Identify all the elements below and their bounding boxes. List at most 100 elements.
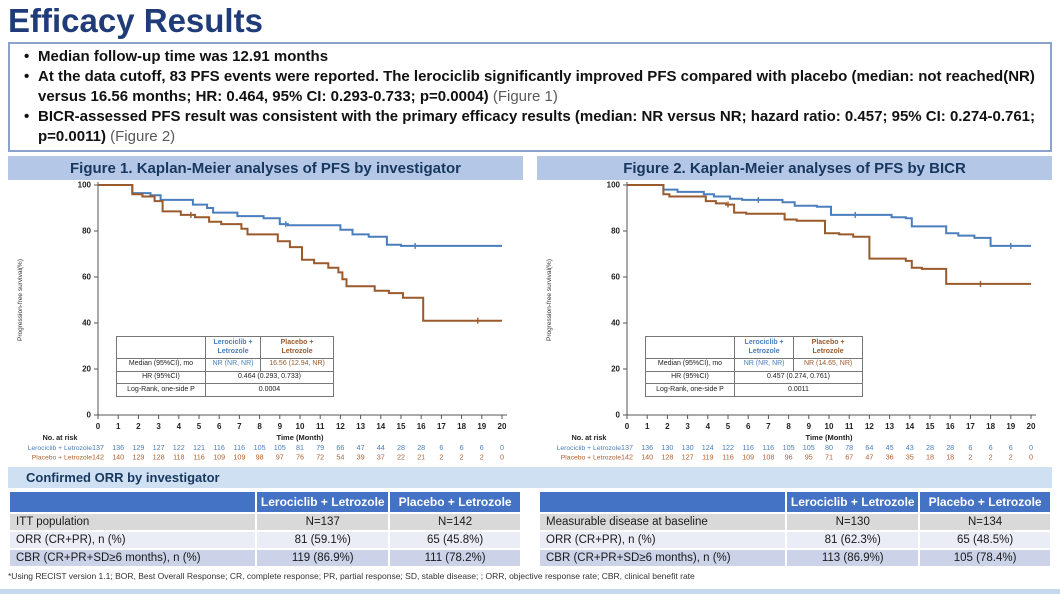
- inset-median-row: Median (95%CI), mo NR (NR, NR) 16.56 (12…: [116, 357, 334, 372]
- svg-text:127: 127: [682, 453, 694, 462]
- svg-text:109: 109: [742, 453, 754, 462]
- svg-text:6: 6: [1009, 443, 1013, 452]
- svg-text:28: 28: [417, 443, 425, 452]
- svg-text:76: 76: [296, 453, 304, 462]
- page-title: Efficacy Results: [8, 2, 263, 39]
- svg-text:47: 47: [357, 443, 365, 452]
- svg-text:6: 6: [460, 443, 464, 452]
- svg-text:No. at risk: No. at risk: [572, 433, 607, 442]
- svg-text:9: 9: [278, 422, 283, 431]
- svg-text:47: 47: [865, 453, 873, 462]
- svg-text:28: 28: [926, 443, 934, 452]
- orr-header-blank: [10, 492, 256, 513]
- row-label: ORR (CR+PR), n (%): [540, 532, 786, 549]
- svg-text:4: 4: [177, 422, 182, 431]
- svg-text:11: 11: [316, 422, 325, 431]
- svg-text:116: 116: [193, 453, 204, 462]
- svg-text:18: 18: [926, 453, 934, 462]
- svg-text:0: 0: [625, 422, 630, 431]
- svg-text:127: 127: [153, 443, 165, 452]
- svg-text:21: 21: [417, 453, 425, 462]
- svg-text:3: 3: [685, 422, 690, 431]
- svg-text:12: 12: [865, 422, 874, 431]
- svg-text:0: 0: [1029, 443, 1033, 452]
- inset-logrank-row: Log-Rank, one-side P 0.0004: [116, 383, 334, 398]
- cell-value: 113 (86.9%): [787, 550, 919, 567]
- svg-text:128: 128: [153, 453, 165, 462]
- svg-text:116: 116: [742, 443, 753, 452]
- figure-reference: (Figure 1): [492, 88, 558, 106]
- svg-text:8: 8: [257, 422, 262, 431]
- svg-text:60: 60: [611, 273, 620, 282]
- inset-label: HR (95%CI): [645, 370, 735, 385]
- svg-text:1: 1: [645, 422, 650, 431]
- cell-value: N=130: [787, 514, 919, 531]
- cell-value: 119 (86.9%): [257, 550, 389, 567]
- figure-1-inset-table: Lerociclib + Letrozole Placebo + Letrozo…: [116, 336, 334, 398]
- cell-value: N=137: [257, 514, 389, 531]
- svg-text:39: 39: [357, 453, 365, 462]
- svg-text:18: 18: [946, 453, 954, 462]
- svg-text:6: 6: [968, 443, 972, 452]
- figure-1-chart: 0 20 40 60 80 100 0 1 2 3 4 5 6 7 8 9 10 11 12 13 14 15 16 17 18…: [8, 180, 523, 464]
- svg-text:0: 0: [500, 443, 504, 452]
- svg-text:66: 66: [336, 443, 344, 452]
- svg-text:20: 20: [1027, 422, 1036, 431]
- svg-text:80: 80: [825, 443, 833, 452]
- svg-text:22: 22: [397, 453, 405, 462]
- inset-label: HR (95%CI): [116, 370, 206, 385]
- svg-text:105: 105: [254, 443, 266, 452]
- svg-text:2: 2: [136, 422, 141, 431]
- svg-text:6: 6: [439, 443, 443, 452]
- cell-value: 81 (62.3%): [787, 532, 919, 549]
- svg-text:6: 6: [746, 422, 751, 431]
- svg-text:98: 98: [256, 453, 264, 462]
- svg-text:14: 14: [905, 422, 914, 431]
- svg-text:122: 122: [173, 443, 185, 452]
- svg-text:10: 10: [825, 422, 834, 431]
- figure-2-inset-table: Lerociclib + Letrozole Placebo + Letrozo…: [645, 336, 863, 398]
- inset-value: 0.464 (0.293, 0.733): [205, 370, 334, 385]
- svg-text:60: 60: [82, 273, 91, 282]
- svg-text:142: 142: [92, 453, 104, 462]
- svg-text:109: 109: [233, 453, 245, 462]
- inset-cell-blank: [116, 336, 206, 359]
- svg-text:40: 40: [611, 319, 620, 328]
- svg-text:130: 130: [661, 443, 673, 452]
- svg-text:20: 20: [498, 422, 507, 431]
- inset-label: Log-Rank, one-side P: [645, 383, 735, 398]
- svg-text:18: 18: [986, 422, 995, 431]
- svg-text:0: 0: [500, 453, 504, 462]
- inset-cell-blank: [645, 336, 735, 359]
- svg-text:95: 95: [805, 453, 813, 462]
- svg-text:Placebo + Letrozole: Placebo + Letrozole: [32, 455, 92, 462]
- svg-text:16: 16: [946, 422, 955, 431]
- svg-text:Time (Month): Time (Month): [277, 433, 324, 442]
- svg-text:Progression-free survival(%): Progression-free survival(%): [17, 259, 24, 341]
- svg-text:0: 0: [616, 411, 621, 420]
- svg-text:97: 97: [276, 453, 284, 462]
- svg-text:105: 105: [274, 443, 286, 452]
- svg-text:136: 136: [641, 443, 653, 452]
- cell-value: N=134: [920, 514, 1050, 531]
- svg-text:137: 137: [621, 443, 633, 452]
- svg-text:8: 8: [786, 422, 791, 431]
- svg-text:19: 19: [1006, 422, 1015, 431]
- orr-header-placebo: Placebo + Letrozole: [390, 492, 520, 513]
- orr-table-itt: Lerociclib + Letrozole Placebo + Letrozo…: [8, 490, 522, 568]
- svg-text:4: 4: [706, 422, 711, 431]
- svg-text:129: 129: [132, 453, 144, 462]
- svg-text:116: 116: [234, 443, 245, 452]
- footnote: *Using RECIST version 1.1; BOR, Best Ove…: [8, 571, 695, 582]
- svg-text:20: 20: [82, 365, 91, 374]
- cell-value: 65 (45.8%): [390, 532, 520, 549]
- orr-tables-row: Lerociclib + Letrozole Placebo + Letrozo…: [8, 490, 1052, 568]
- svg-text:Progression-free survival(%): Progression-free survival(%): [546, 259, 553, 341]
- svg-text:15: 15: [397, 422, 406, 431]
- svg-text:0: 0: [1029, 453, 1033, 462]
- inset-label: Log-Rank, one-side P: [116, 383, 206, 398]
- inset-value: 0.0011: [734, 383, 863, 398]
- svg-text:11: 11: [845, 422, 854, 431]
- svg-text:40: 40: [82, 319, 91, 328]
- orr-section-title: Confirmed ORR by investigator: [8, 467, 1052, 489]
